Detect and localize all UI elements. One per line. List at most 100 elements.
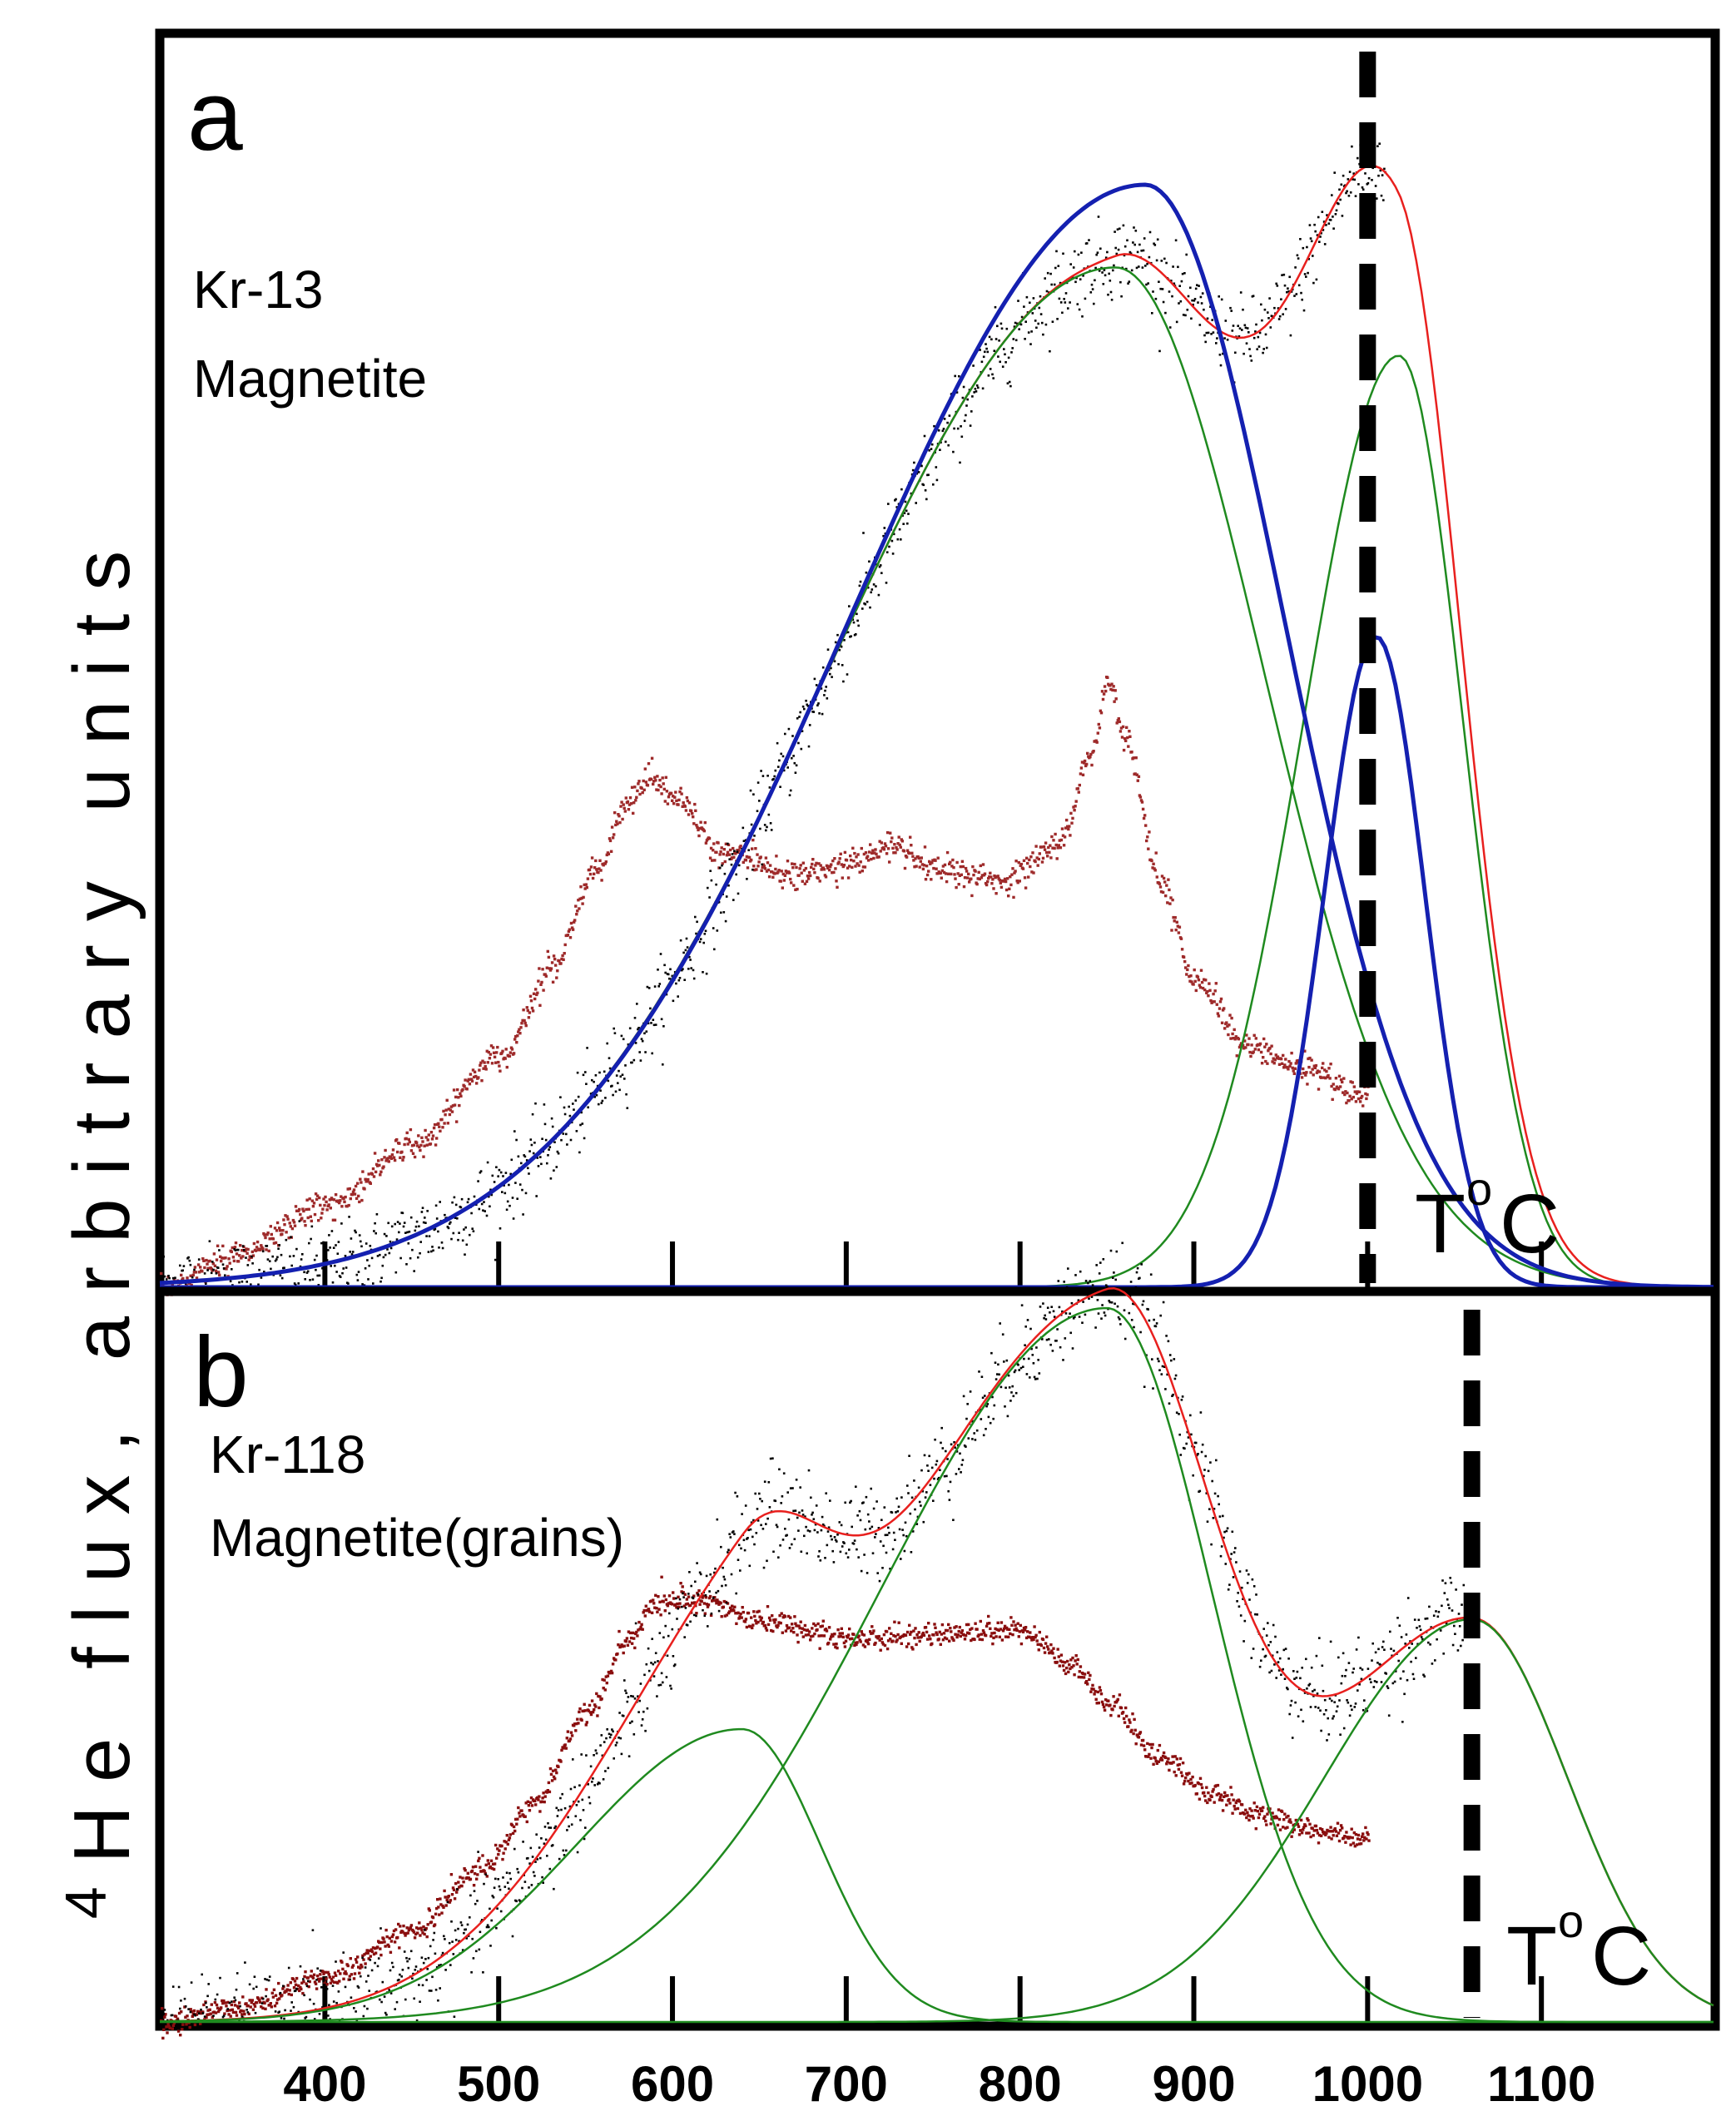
panel-a-data-point — [798, 716, 801, 718]
panel-a-derivative-point — [1235, 1054, 1238, 1058]
panel-a-data-point — [715, 883, 717, 886]
panel-a-derivative-point — [484, 1065, 487, 1068]
panel-b-data-point — [315, 1979, 318, 1981]
panel-b-data-point — [771, 1457, 774, 1459]
panel-b-derivative-point — [329, 1981, 332, 1985]
panel-b-data-point — [811, 1511, 814, 1514]
panel-a-derivative-point — [514, 1034, 518, 1038]
panel-b-derivative-point — [957, 1629, 960, 1633]
panel-b-derivative-point — [1252, 1816, 1255, 1820]
panel-a-derivative-point — [1346, 1091, 1349, 1095]
panel-a-derivative-point — [1100, 690, 1104, 693]
panel-b-data-point — [1055, 1340, 1058, 1342]
panel-a-data-point — [1183, 272, 1186, 275]
panel-b-data-point — [862, 1501, 865, 1504]
panel-a-derivative-point — [981, 863, 985, 866]
panel-a-derivative-point — [657, 784, 661, 787]
panel-b-data-point — [477, 1851, 479, 1853]
panel-b-data-point — [692, 1613, 696, 1617]
panel-a-derivative-point — [924, 878, 928, 881]
panel-a-data-point — [1173, 282, 1176, 285]
panel-b-derivative-point — [1338, 1828, 1342, 1832]
panel-a-data-point — [1039, 313, 1043, 315]
panel-b-derivative-point — [1046, 1645, 1049, 1648]
panel-a-derivative-point — [1223, 1007, 1226, 1010]
panel-a-derivative-point — [371, 1167, 375, 1171]
panel-a-data-point — [1186, 309, 1189, 311]
panel-b-derivative-point — [985, 1624, 989, 1628]
panel-b-data-point — [376, 1965, 379, 1968]
panel-b-data-point — [1042, 1302, 1044, 1305]
panel-b-derivative-point — [197, 2010, 201, 2014]
panel-a-data-point — [374, 1231, 377, 1235]
panel-b-data-point — [908, 1454, 910, 1457]
panel-b-derivative-point — [978, 1638, 981, 1641]
panel-b-data-point — [753, 1543, 756, 1546]
panel-a-data-point — [1325, 224, 1327, 226]
panel-a-derivative-point — [427, 1133, 430, 1137]
panel-b-data-point — [971, 1438, 974, 1440]
panel-a-data-point — [817, 702, 820, 705]
panel-a-data-point — [290, 1236, 292, 1238]
panel-b-derivative-point — [376, 1945, 379, 1949]
panel-b-derivative-point — [601, 1677, 604, 1682]
panel-b-derivative-point — [520, 1809, 523, 1812]
panel-a-derivative-point — [308, 1197, 311, 1201]
panel-b-derivative-point — [1173, 1770, 1176, 1774]
panel-b-derivative-points — [160, 1575, 1371, 2040]
panel-b-derivative-point — [1170, 1762, 1173, 1765]
panel-b-derivative-point — [1257, 1812, 1262, 1816]
panel-b-derivative-point — [1135, 1733, 1138, 1737]
panel-a-data-point — [942, 428, 945, 430]
panel-b-derivative-point — [251, 2008, 255, 2011]
panel-a-derivative-point — [1143, 814, 1147, 817]
panel-a-derivative-point — [287, 1236, 290, 1240]
panel-b-derivative-point — [281, 1987, 285, 1990]
panel-a-data-point — [959, 461, 961, 464]
panel-b-derivative-point — [1302, 1828, 1305, 1831]
panel-b-data-point — [623, 1679, 626, 1682]
panel-b-data-point — [866, 1572, 869, 1574]
panel-b-data-point — [681, 1605, 683, 1608]
panel-b-derivative-point — [780, 1612, 783, 1615]
panel-a-data-point — [188, 1259, 191, 1262]
panel-a-data-point — [539, 1156, 542, 1158]
panel-a-derivative-point — [757, 860, 761, 864]
panel-b-data-point — [806, 1529, 810, 1532]
panel-a-data-point — [1327, 222, 1331, 225]
panel-a-derivative-point — [672, 795, 675, 798]
panel-a-data-point — [1267, 317, 1270, 320]
panel-a-derivative-point — [723, 860, 727, 864]
panel-b-data-point — [872, 1507, 875, 1510]
panel-a-derivative-point — [400, 1150, 404, 1154]
panel-a-data-point — [930, 443, 934, 446]
panel-a-data-point — [1197, 301, 1199, 304]
panel-a-derivative-point — [1022, 859, 1026, 862]
panel-b-data-point — [955, 1473, 958, 1475]
panel-a-data-point — [820, 687, 823, 690]
panel-a-data-point — [1219, 364, 1223, 367]
panel-a-data-point — [1085, 242, 1089, 245]
panel-b-derivative-point — [201, 2010, 205, 2014]
panel-b-derivative-point — [1006, 1628, 1009, 1631]
panel-b-derivative-point — [821, 1619, 825, 1623]
panel-a-derivative-point — [599, 869, 603, 872]
panel-b-derivative-point — [331, 1975, 335, 1979]
panel-b-derivative-point — [706, 1605, 710, 1608]
panel-b-data-point — [350, 1996, 353, 1999]
panel-a-data-point — [1046, 271, 1049, 275]
panel-a-data-point — [778, 759, 781, 762]
panel-b-derivative-point — [389, 1940, 394, 1943]
panel-a-data-point — [1163, 257, 1166, 260]
panel-b-derivative-point — [545, 1791, 548, 1794]
panel-b-data-point — [953, 1441, 955, 1444]
panel-b-derivative-point — [365, 1949, 369, 1952]
panel-a-derivative-point — [776, 870, 780, 874]
panel-a-data-point — [956, 427, 960, 430]
panel-a-derivative-point — [1084, 764, 1088, 768]
panel-a-data-point — [890, 539, 894, 543]
panel-b-data-point — [856, 1514, 859, 1517]
panel-a-data-point — [350, 1253, 354, 1256]
panel-a-derivative-point — [940, 876, 943, 880]
panel-b-derivative-point — [207, 2013, 211, 2016]
